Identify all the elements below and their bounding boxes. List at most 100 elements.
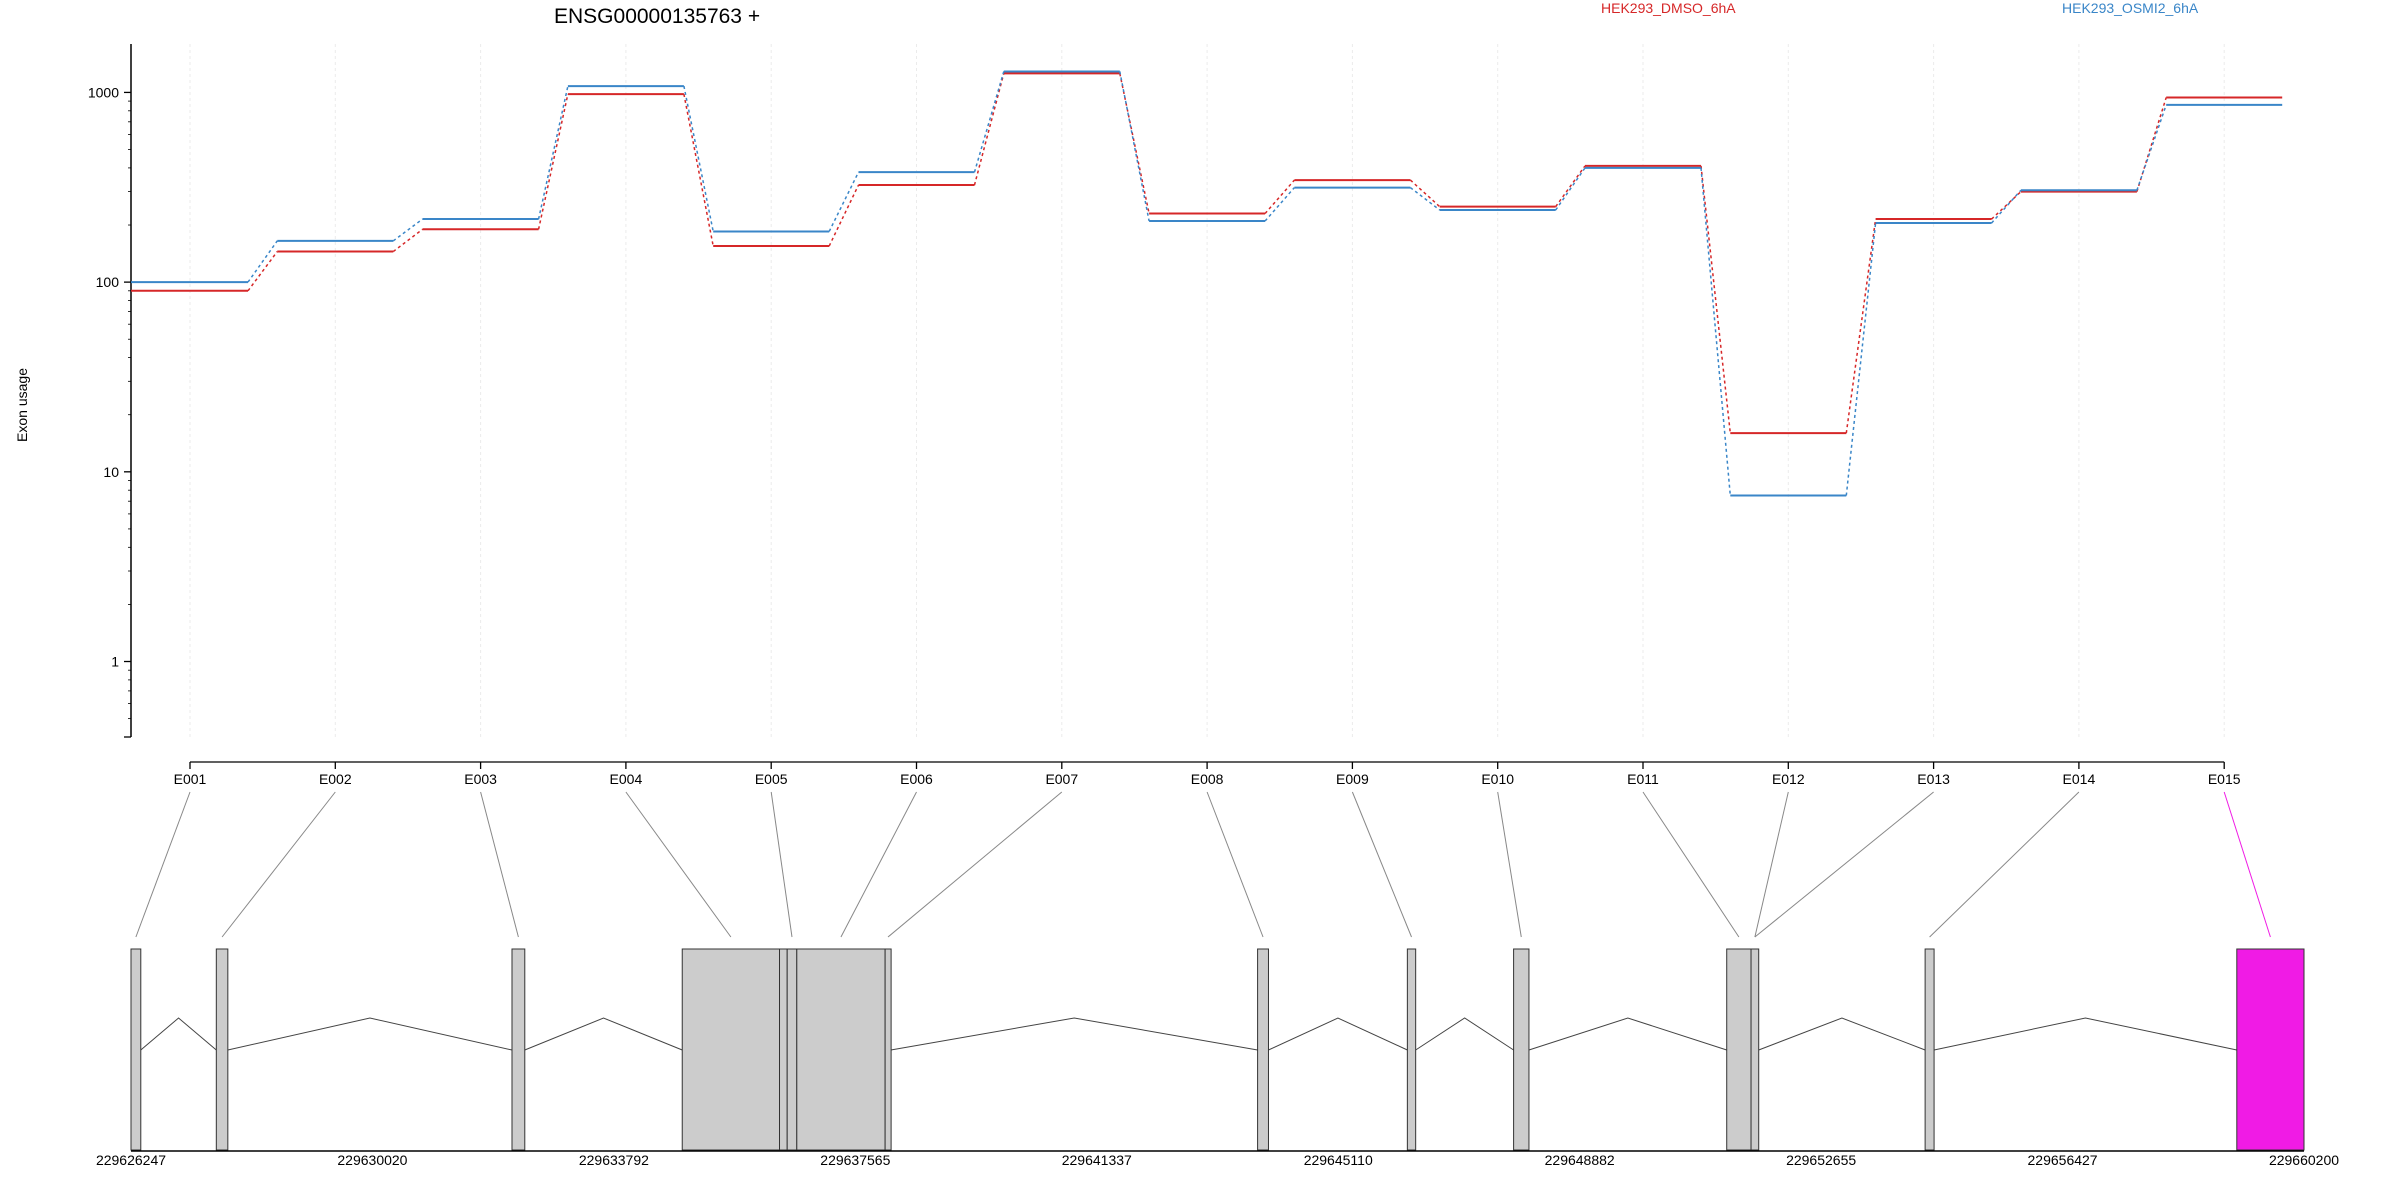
exon-connector-line	[1754, 791, 1934, 938]
intron-line	[227, 1017, 513, 1051]
transition-dashed-line	[2136, 104, 2167, 191]
genomic-tick-label: 229626247	[96, 1152, 166, 1168]
y-axis-label: Exon usage	[14, 368, 30, 442]
genomic-tick-label: 229660200	[2269, 1152, 2339, 1168]
exon-box	[1750, 948, 1760, 1151]
series-2	[131, 70, 2283, 497]
transition-dashed-line	[1119, 71, 1150, 222]
exon-connector-line	[887, 791, 1063, 938]
x-tick-label: E008	[1191, 771, 1224, 787]
exon-connector-line	[840, 791, 917, 938]
transition-dashed-line	[537, 93, 569, 230]
exon-box	[1257, 948, 1269, 1151]
exon-connector-line	[480, 791, 519, 938]
transition-dashed-line	[683, 85, 714, 232]
exon-box	[796, 948, 886, 1151]
exon-box	[1406, 948, 1417, 1151]
x-tick-label: E002	[319, 771, 352, 787]
genomic-tick-label: 229648882	[1545, 1152, 1615, 1168]
exon-box	[1726, 948, 1752, 1151]
intron-line	[140, 1017, 217, 1051]
intron-line	[524, 1017, 683, 1051]
transition-dashed-line	[2136, 97, 2167, 192]
y-axis: 1 10 100 1000	[88, 44, 132, 738]
x-tick-label: E014	[2063, 771, 2096, 787]
transition-dashed-line	[1409, 179, 1441, 208]
x-tick-label: E006	[900, 771, 933, 787]
genomic-tick-label: 229641337	[1062, 1152, 1132, 1168]
exon-box	[1924, 948, 1935, 1151]
exon-connector-line	[1642, 791, 1740, 938]
transition-dashed-line	[1991, 191, 2022, 220]
transition-dashed-line	[392, 228, 424, 253]
y-tick-label: 1000	[88, 84, 119, 100]
exon-box	[511, 948, 526, 1151]
legend-entry-osmi2: HEK293_OSMI2_6hA	[2062, 0, 2199, 16]
exon-connector-line	[135, 791, 191, 938]
exon-connector-line	[770, 791, 793, 938]
transition-dashed-line	[1555, 165, 1586, 208]
intron-line	[1528, 1017, 1727, 1051]
exon-connector-line	[2223, 791, 2271, 938]
series-1	[131, 72, 2283, 435]
exon-connector-line	[1206, 791, 1264, 938]
genomic-tick-label: 229633792	[579, 1152, 649, 1168]
exon-box	[1513, 948, 1530, 1151]
transition-dashed-line	[247, 251, 278, 292]
gene-model	[130, 948, 2305, 1151]
exon-connector-line	[221, 791, 336, 938]
y-tick-label: 100	[96, 274, 120, 290]
intron-line	[1933, 1017, 2237, 1051]
x-tick-label: E005	[755, 771, 788, 787]
y-tick-label: 10	[103, 464, 119, 480]
transition-dashed-line	[1555, 167, 1586, 211]
x-tick-label: E003	[464, 771, 497, 787]
exon-connector-line	[625, 791, 732, 938]
transition-dashed-line	[1264, 187, 1295, 222]
exon-box	[884, 948, 892, 1151]
transition-dashed-line	[1264, 179, 1295, 214]
x-tick-label: E010	[1481, 771, 1514, 787]
y-tick-label: 1	[111, 654, 119, 670]
exon-connector-line	[1929, 791, 2080, 938]
exon-box	[786, 948, 798, 1151]
x-tick-label: E013	[1917, 771, 1950, 787]
intron-line	[1268, 1017, 1408, 1051]
transition-dashed-line	[537, 85, 569, 220]
transition-dashed-line	[828, 171, 860, 232]
transition-dashed-line	[973, 73, 1005, 186]
exon-connector-line	[1754, 791, 1789, 938]
transition-dashed-line	[1845, 222, 1877, 496]
transition-dashed-line	[683, 93, 714, 247]
exon-box	[215, 948, 229, 1151]
genomic-tick-label: 229645110	[1304, 1152, 1373, 1168]
x-tick-label: E015	[2208, 771, 2241, 787]
intron-line	[1758, 1017, 1926, 1051]
x-tick-label: E011	[1627, 771, 1659, 787]
exon-connector-line	[1497, 791, 1522, 938]
transition-dashed-line	[1845, 218, 1877, 434]
x-axis: E001 E002 E003 E004 E005 E006 E007 E008 E009 E010…	[174, 761, 2241, 787]
exon-box	[779, 948, 788, 1151]
chart-title: ENSG00000135763 +	[554, 5, 760, 28]
x-tick-label: E004	[610, 771, 643, 787]
transition-dashed-line	[828, 184, 860, 247]
genomic-tick-label: 229637565	[820, 1152, 890, 1168]
genomic-tick-label: 229652655	[1786, 1152, 1856, 1168]
exon-box	[130, 948, 142, 1151]
x-tick-label: E001	[174, 771, 207, 787]
intron-line	[890, 1017, 1258, 1051]
transition-dashed-line	[247, 240, 278, 283]
exon-connectors	[135, 791, 2271, 938]
series-lines	[131, 70, 2283, 497]
transition-dashed-line	[1409, 186, 1441, 211]
transition-dashed-line	[392, 218, 424, 242]
transition-dashed-line	[1700, 165, 1732, 434]
intron-line	[1415, 1017, 1514, 1051]
transition-dashed-line	[1991, 189, 2022, 224]
transition-dashed-line	[973, 71, 1005, 173]
legend-entry-dmso: HEK293_DMSO_6hA	[1601, 0, 1736, 16]
x-tick-label: E012	[1772, 771, 1805, 787]
exon-connector-line	[1351, 791, 1412, 938]
